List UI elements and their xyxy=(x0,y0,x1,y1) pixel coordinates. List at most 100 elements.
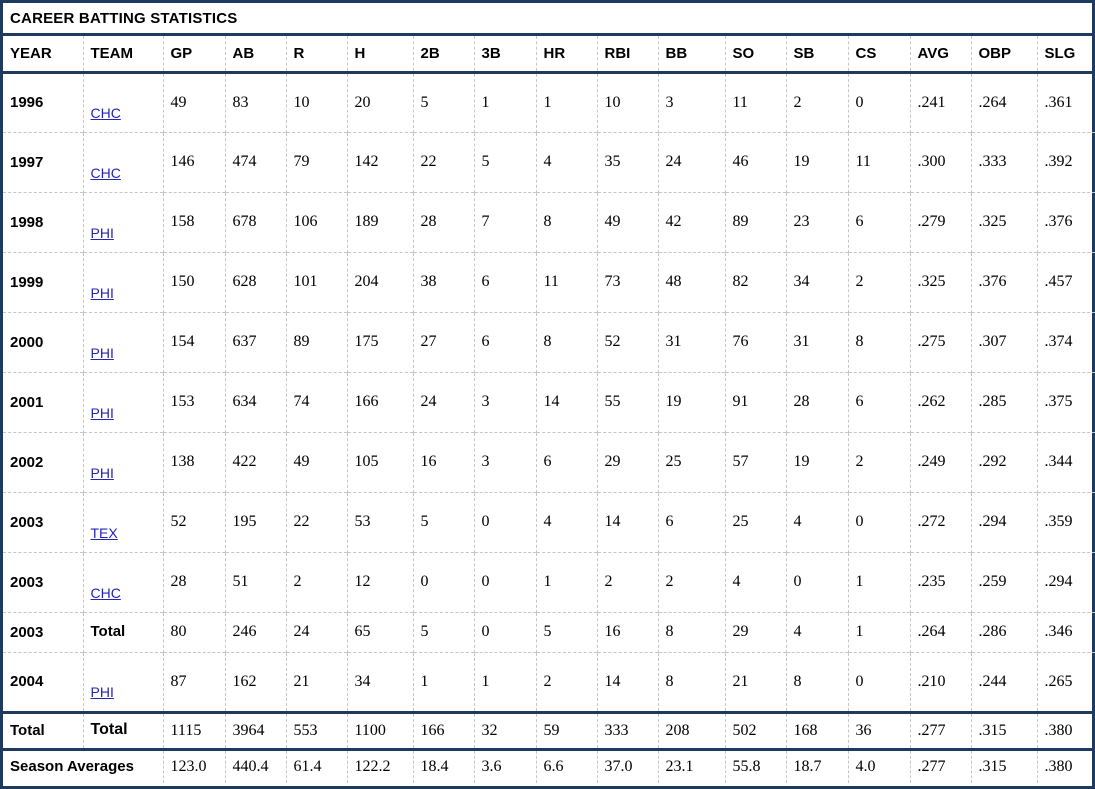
stat-cell: 14 xyxy=(596,651,658,712)
stat-cell: .361 xyxy=(1036,72,1095,132)
stat-cell: 4 xyxy=(535,491,597,552)
stat-cell: 0 xyxy=(412,551,474,612)
stat-cell: .264 xyxy=(970,72,1037,132)
total-year-label: Total xyxy=(3,710,83,749)
stat-cell: 23.1 xyxy=(657,747,725,783)
stat-cell: .392 xyxy=(1036,131,1095,192)
stat-cell: 101 xyxy=(285,251,347,312)
stat-cell: 166 xyxy=(346,371,413,432)
stat-cell: .277 xyxy=(909,747,971,783)
team-link[interactable]: PHI xyxy=(90,464,114,481)
stat-cell: 51 xyxy=(224,551,286,612)
table-row: 1996 CHC 49 83 10 20 5 1 1 10 3 11 2 0.241.264.361 xyxy=(3,72,1095,132)
stat-cell: .259 xyxy=(970,551,1037,612)
stat-cell: 11 xyxy=(535,251,597,312)
table-row: 1998 PHI 158 678 106 189 28 7 8 49 42 89 23 6.279.325… xyxy=(3,191,1095,252)
stat-cell: .325 xyxy=(970,191,1037,252)
stat-cell: 31 xyxy=(785,311,848,372)
table-header: YEAR TEAM GP AB R H 2B 3B HR RBI BB SO SB CS AVG OBP SLG xyxy=(3,36,1095,74)
stat-cell: 5 xyxy=(412,611,474,652)
stat-cell: 82 xyxy=(724,251,786,312)
stat-cell: 0 xyxy=(847,491,910,552)
stat-cell: 49 xyxy=(596,191,658,252)
team-cell: PHI xyxy=(82,431,163,492)
stat-cell: .294 xyxy=(1036,551,1095,612)
stat-cell: 91 xyxy=(724,371,786,432)
stat-cell: 168 xyxy=(785,710,848,749)
stat-cell: 14 xyxy=(596,491,658,552)
stat-cell: .286 xyxy=(970,611,1037,652)
stat-cell: 4 xyxy=(535,131,597,192)
column-header-bb: BB xyxy=(657,36,725,74)
team-cell: Total xyxy=(82,611,163,652)
stat-cell: 154 xyxy=(162,311,225,372)
stat-cell: 8 xyxy=(535,191,597,252)
column-header-cs: CS xyxy=(847,36,910,74)
team-link[interactable]: TEX xyxy=(90,524,118,541)
stat-cell: 142 xyxy=(346,131,413,192)
total-team-label: Total xyxy=(82,710,163,749)
batting-stats-table: YEAR TEAM GP AB R H 2B 3B HR RBI BB SO SB CS AVG OBP SLG… xyxy=(3,36,1095,783)
stat-cell: 5 xyxy=(473,131,536,192)
stat-cell: 65 xyxy=(346,611,413,652)
stat-cell: 6 xyxy=(473,251,536,312)
stat-cell: 106 xyxy=(285,191,347,252)
stat-cell: .375 xyxy=(1036,371,1095,432)
stat-cell: 49 xyxy=(285,431,347,492)
stat-cell: 6 xyxy=(535,431,597,492)
stat-cell: .244 xyxy=(970,651,1037,712)
stat-cell: 2 xyxy=(285,551,347,612)
team-cell: PHI xyxy=(82,651,163,712)
year-cell: 2001 xyxy=(3,371,83,432)
stat-cell: .277 xyxy=(909,710,971,749)
stat-cell: 2 xyxy=(596,551,658,612)
stat-cell: 29 xyxy=(724,611,786,652)
stat-cell: 22 xyxy=(285,491,347,552)
stat-cell: 16 xyxy=(412,431,474,492)
stat-cell: 23 xyxy=(785,191,848,252)
team-link[interactable]: PHI xyxy=(90,404,114,421)
stat-cell: 3.6 xyxy=(473,747,536,783)
year-cell: 1997 xyxy=(3,131,83,192)
stat-cell: 634 xyxy=(224,371,286,432)
stat-cell: 122.2 xyxy=(346,747,413,783)
stat-cell: 18.4 xyxy=(412,747,474,783)
stat-cell: 2 xyxy=(785,72,848,132)
stat-cell: 19 xyxy=(657,371,725,432)
column-header-team: TEAM xyxy=(82,36,163,74)
table-row: 2003 CHC 28 51 2 12 0 0 1 2 2 4 0 1.235.259.294 xyxy=(3,551,1095,612)
team-link[interactable]: PHI xyxy=(90,683,114,700)
team-cell: PHI xyxy=(82,371,163,432)
stat-cell: 24 xyxy=(412,371,474,432)
table-body: 1996 CHC 49 83 10 20 5 1 1 10 3 11 2 0.241.264.361 199… xyxy=(3,72,1095,783)
stat-cell: 2 xyxy=(847,251,910,312)
team-link[interactable]: CHC xyxy=(90,104,121,121)
team-link[interactable]: CHC xyxy=(90,164,121,181)
team-link[interactable]: PHI xyxy=(90,344,114,361)
team-link[interactable]: PHI xyxy=(90,224,114,241)
stat-cell: 34 xyxy=(785,251,848,312)
stat-cell: 25 xyxy=(724,491,786,552)
column-header-r: R xyxy=(285,36,347,74)
stat-cell: 28 xyxy=(785,371,848,432)
stat-cell: 31 xyxy=(657,311,725,372)
stat-cell: 5 xyxy=(412,72,474,132)
stat-cell: .376 xyxy=(1036,191,1095,252)
stat-cell: 4 xyxy=(785,611,848,652)
year-cell: 2004 xyxy=(3,651,83,712)
stat-cell: 42 xyxy=(657,191,725,252)
stat-cell: 678 xyxy=(224,191,286,252)
stat-cell: .346 xyxy=(1036,611,1095,652)
table-row: 2003 TEX 52 195 22 53 5 0 4 14 6 25 4 0.272.294.359 xyxy=(3,491,1095,552)
stat-cell: 150 xyxy=(162,251,225,312)
stat-cell: .457 xyxy=(1036,251,1095,312)
team-cell: CHC xyxy=(82,551,163,612)
stat-cell: 19 xyxy=(785,431,848,492)
stat-cell: .264 xyxy=(909,611,971,652)
stat-cell: .241 xyxy=(909,72,971,132)
team-link[interactable]: CHC xyxy=(90,584,121,601)
stat-cell: .249 xyxy=(909,431,971,492)
year-cell: 1998 xyxy=(3,191,83,252)
team-link[interactable]: PHI xyxy=(90,284,114,301)
stat-cell: 1 xyxy=(412,651,474,712)
